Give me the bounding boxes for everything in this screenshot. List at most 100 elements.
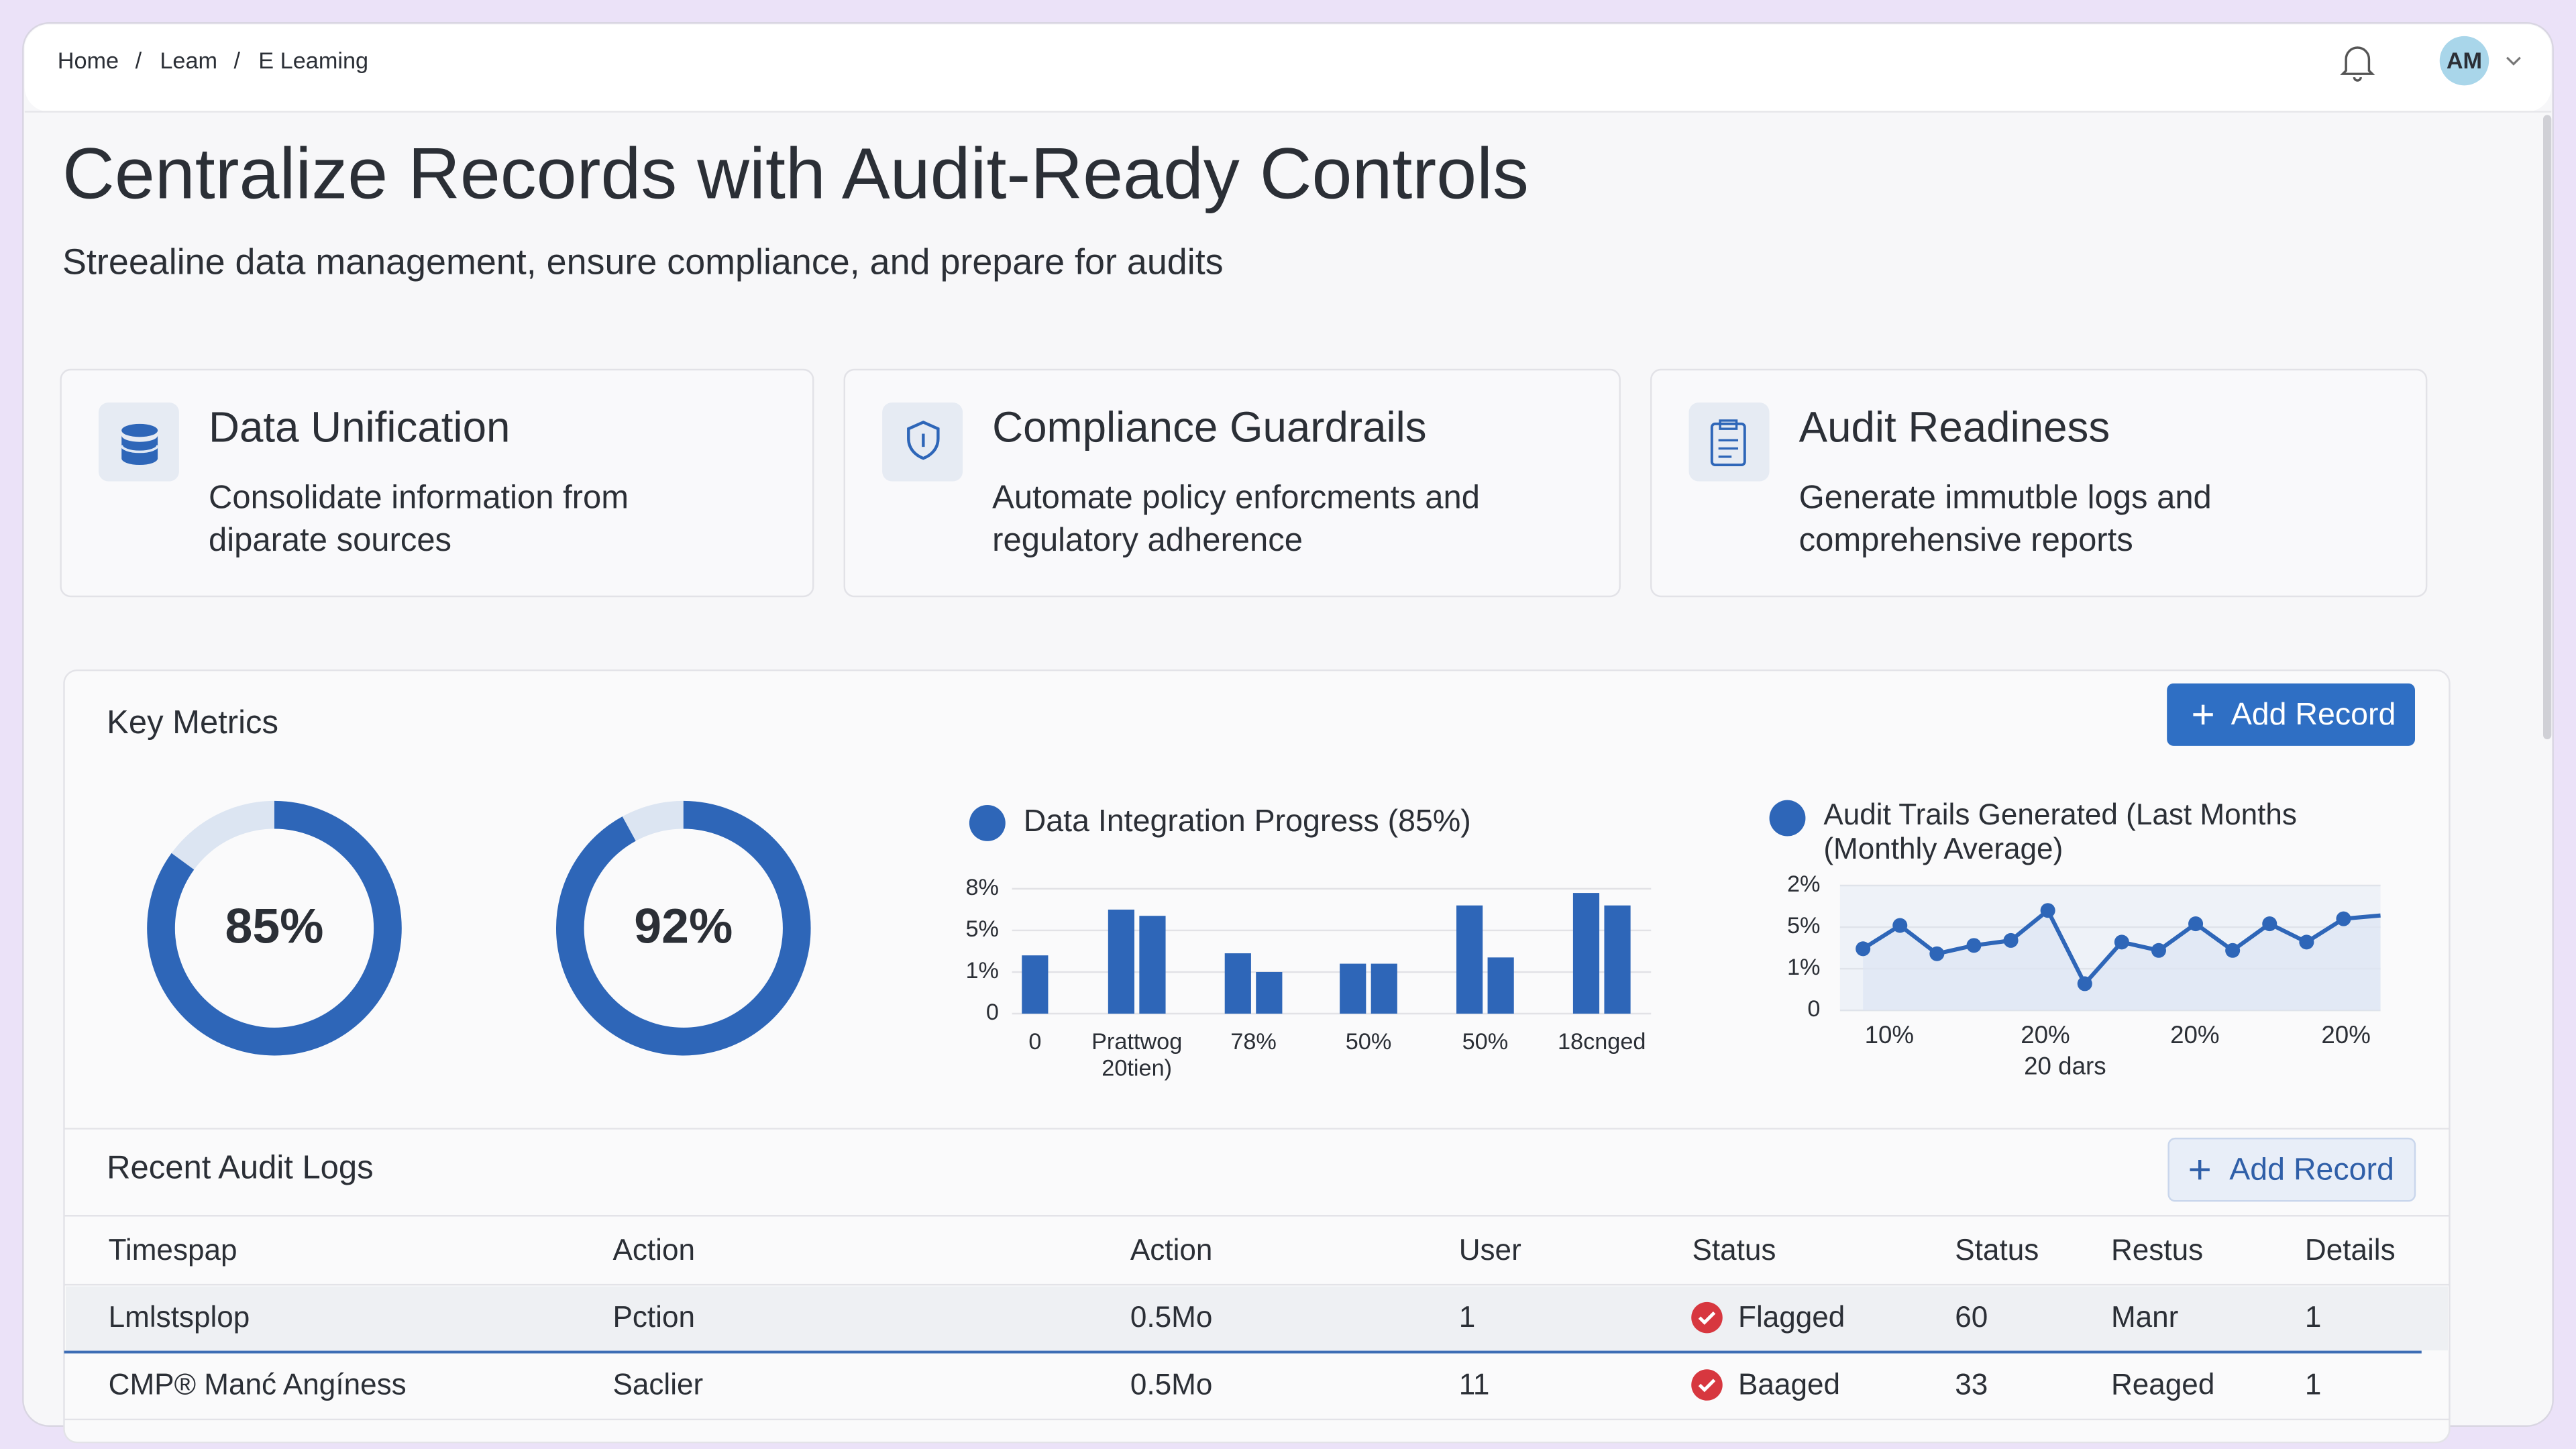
column-header: Action [1130, 1234, 1213, 1267]
icon-background [1688, 402, 1770, 482]
line-point [2151, 943, 2166, 958]
legend-label: Audit Trails Generated (Last Months [1823, 798, 2297, 831]
line-point [2040, 903, 2055, 918]
column-header: Action [612, 1234, 695, 1267]
table-cell: 0.5Mo [1130, 1301, 1213, 1334]
legend-label: Data Integration Progress (85%) [1024, 803, 1471, 838]
feature-description: comprehensive reports [1799, 522, 2133, 558]
donut-label: 92% [634, 898, 733, 954]
y-tick-label: 1% [965, 958, 999, 983]
feature-title: Audit Readiness [1799, 403, 2110, 451]
table-cell: Saclier [612, 1368, 703, 1401]
status-icon [1691, 1301, 1723, 1334]
icon [1710, 422, 1746, 467]
metrics-title: Key Metrics [107, 704, 278, 741]
button-label: Add Record [2231, 696, 2396, 731]
bar [1604, 905, 1631, 1014]
table-cell: 11 [1459, 1368, 1490, 1401]
x-tick-label: 50% [1346, 1029, 1392, 1055]
feature-card: Compliance Guardrails Automate policy enf… [843, 368, 1621, 598]
table-cell: Baaged [1738, 1368, 1840, 1401]
breadcrumb-separator: / [136, 48, 142, 74]
icon [121, 435, 158, 466]
table-cell: 1 [1459, 1301, 1476, 1334]
x-tick-label: 20% [2170, 1021, 2219, 1049]
breadcrumb-item: E Leaming [258, 48, 368, 74]
line-point [2077, 976, 2092, 991]
line-area [1863, 910, 2381, 1011]
bar [1487, 957, 1514, 1014]
feature-description: diparate sources [209, 522, 451, 558]
y-tick-label: 0 [1807, 996, 1820, 1022]
donut-arc [147, 800, 402, 1056]
avatar[interactable] [2439, 36, 2489, 86]
bar [1224, 953, 1251, 1014]
table-cell: Flagged [1738, 1301, 1845, 1334]
bar [1108, 909, 1135, 1014]
legend-marker [1769, 800, 1806, 837]
line-point [1966, 938, 1982, 953]
bar [1022, 955, 1049, 1014]
logs-title: Recent Audit Logs [107, 1150, 373, 1186]
line-point [2262, 916, 2277, 932]
feature-card: Data Unification Consolidate information … [60, 368, 814, 598]
add-record-button[interactable]: Add Record [2167, 1137, 2416, 1202]
card-background [1650, 368, 2428, 598]
feature-description: Consolidate information from [209, 479, 629, 515]
y-tick-label: 5% [965, 916, 999, 942]
bar [1139, 916, 1166, 1014]
row-highlight [65, 1286, 2448, 1351]
column-header: Status [1955, 1234, 2039, 1267]
feature-card: Audit Readiness Generate immutble logs an… [1650, 368, 2428, 598]
column-header: Details [2305, 1234, 2396, 1267]
donut-arc [555, 800, 811, 1056]
icon [120, 445, 159, 453]
icon [907, 420, 940, 460]
breadcrumb-item[interactable]: Home [58, 48, 119, 74]
breadcrumb-separator: / [234, 48, 241, 74]
feature-description: regulatory adherence [992, 522, 1303, 558]
bar [1572, 893, 1600, 1014]
x-tick-label: 10% [1865, 1021, 1914, 1049]
bar [1340, 963, 1366, 1014]
breadcrumb-item[interactable]: Leam [160, 48, 217, 74]
table-cell: 33 [1955, 1368, 1988, 1401]
bar [1456, 905, 1483, 1014]
metrics-panel [63, 669, 2451, 1444]
icon [121, 423, 158, 437]
y-tick-label: 1% [1787, 955, 1821, 980]
donut-label: 85% [225, 898, 323, 954]
table-cell: CMP® Manć Angíness [109, 1368, 407, 1401]
feature-title: Compliance Guardrails [992, 403, 1426, 451]
line-point [2003, 932, 2019, 948]
y-tick-label: 2% [1787, 871, 1821, 897]
x-tick-label: Prattwog 20tien) [1091, 1029, 1182, 1081]
table-cell: 1 [2305, 1368, 2322, 1401]
column-header: Restus [2111, 1234, 2203, 1267]
x-tick-label: 0 [1028, 1029, 1041, 1055]
avatar-chevron[interactable] [2506, 56, 2521, 66]
table-cell: Reaged [2111, 1368, 2214, 1401]
y-tick-label: 5% [1787, 913, 1821, 938]
line-point [1892, 918, 1908, 933]
column-header: Timespap [109, 1234, 237, 1267]
column-header: User [1459, 1234, 1521, 1267]
x-tick-label: 20% [2321, 1021, 2371, 1049]
x-tick-label: 20% [2021, 1021, 2070, 1049]
table-cell: 1 [2305, 1301, 2322, 1334]
bar [1256, 971, 1283, 1014]
x-tick-label: 78% [1230, 1029, 1277, 1055]
feature-title: Data Unification [209, 403, 510, 451]
top-bar [24, 24, 2552, 112]
table-cell: Manr [2111, 1301, 2178, 1334]
bar [1371, 963, 1397, 1014]
line-point [1929, 946, 1945, 961]
notification-bell[interactable] [2340, 46, 2375, 82]
page-title: Centralize Records with Audit-Ready Cont… [62, 132, 1529, 213]
table-cell: Pction [612, 1301, 695, 1334]
x-tick-sublabel: 20 dars [2024, 1053, 2106, 1080]
legend-label: (Monthly Average) [1823, 833, 2063, 865]
add-record-button[interactable]: Add Record [2167, 683, 2415, 746]
